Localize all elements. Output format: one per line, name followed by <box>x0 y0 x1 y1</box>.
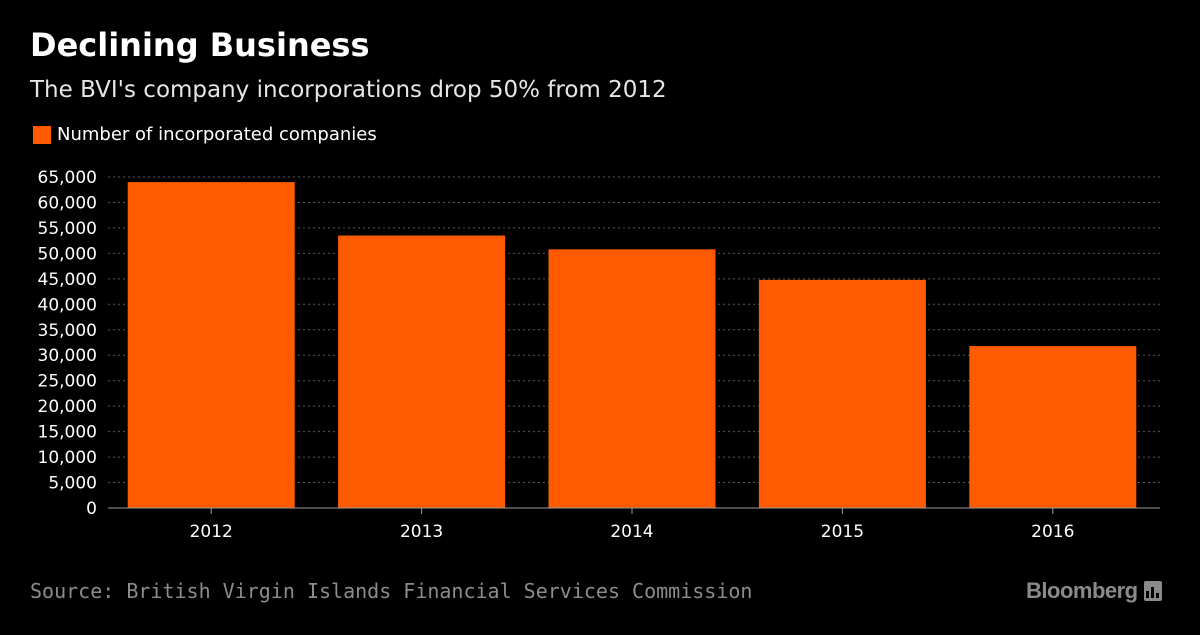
x-tick-label: 2013 <box>400 522 443 542</box>
chart-subtitle: The BVI's company incorporations drop 50… <box>30 77 667 103</box>
bloomberg-terminal-icon <box>1143 581 1162 601</box>
y-tick-label: 45,000 <box>38 270 97 290</box>
bar <box>127 182 295 509</box>
x-tick-label: 2014 <box>610 522 653 542</box>
bar <box>758 279 926 508</box>
source-note: Source: British Virgin Islands Financial… <box>30 579 753 603</box>
x-tick-label: 2012 <box>190 522 233 542</box>
x-tick-label: 2015 <box>821 522 864 542</box>
bar-chart: 0 5,000 10,000 15,000 20,000 25,000 30,000 35,0… <box>38 168 1160 542</box>
bar <box>548 249 716 508</box>
y-tick-label: 40,000 <box>38 295 97 315</box>
x-tick-label: 2016 <box>1031 522 1074 542</box>
y-tick-label: 15,000 <box>38 423 97 443</box>
y-tick-label: 35,000 <box>38 321 97 341</box>
y-tick-label: 60,000 <box>38 193 97 213</box>
legend: Number of incorporated companies <box>33 124 377 145</box>
brand-name: Bloomberg <box>1026 578 1138 603</box>
chart-title: Declining Business <box>30 26 370 64</box>
y-tick-label: 30,000 <box>38 346 97 366</box>
y-tick-label: 25,000 <box>38 372 97 392</box>
bar <box>969 346 1137 508</box>
bar <box>338 235 506 509</box>
y-tick-label: 0 <box>86 499 97 519</box>
brand-logo: Bloomberg <box>1026 578 1162 604</box>
y-tick-label: 10,000 <box>38 448 97 468</box>
y-tick-label: 50,000 <box>38 244 97 264</box>
legend-swatch <box>33 125 51 144</box>
y-tick-label: 55,000 <box>38 219 97 239</box>
y-tick-label: 20,000 <box>38 397 97 417</box>
y-tick-label: 65,000 <box>38 168 97 188</box>
y-tick-label: 5,000 <box>48 474 97 494</box>
legend-label: Number of incorporated companies <box>57 124 377 145</box>
